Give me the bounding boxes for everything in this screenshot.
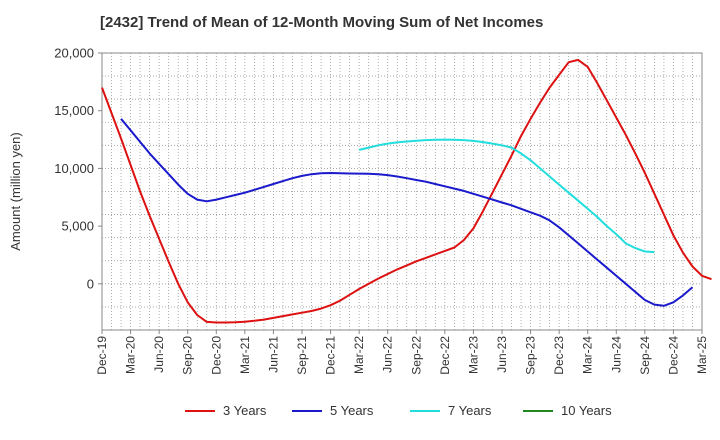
series-line-1 — [101, 58, 712, 324]
x-tick-label: Dec-24 — [666, 336, 680, 375]
x-tick-label: Dec-23 — [552, 336, 566, 375]
x-tick-label: Jun-21 — [266, 336, 280, 373]
x-tick-label: Jun-22 — [381, 336, 395, 373]
y-tick-label: 20,000 — [54, 46, 94, 61]
x-tick-label: Sep-23 — [524, 336, 538, 375]
x-tick-label: Mar-24 — [581, 336, 595, 374]
x-tick-label: Sep-20 — [181, 336, 195, 375]
x-tick-label: Jun-23 — [495, 336, 509, 373]
y-tick-label: 10,000 — [54, 161, 94, 176]
x-tick-label: Dec-21 — [324, 336, 338, 375]
legend: 3 Years 5 Years 7 Years 10 Years — [185, 403, 612, 418]
x-tick-label: Dec-20 — [209, 336, 223, 375]
y-tick-label: 15,000 — [54, 103, 94, 118]
chart-title: [2432] Trend of Mean of 12-Month Moving … — [100, 14, 544, 31]
grid — [102, 53, 702, 330]
x-tick-label: Dec-22 — [438, 336, 452, 375]
x-tick-label: Mar-23 — [466, 336, 480, 374]
x-tick-label: Sep-24 — [638, 336, 652, 375]
x-tick-label: Jun-24 — [609, 336, 623, 373]
x-tick-label: Mar-22 — [352, 336, 366, 374]
x-tick-label: Dec-19 — [95, 336, 109, 375]
y-axis-label: Amount (million yen) — [8, 132, 23, 251]
legend-label: 7 Years — [448, 403, 492, 418]
legend-label: 5 Years — [330, 403, 374, 418]
x-tick-label: Sep-22 — [409, 336, 423, 375]
x-tick-label: Mar-20 — [124, 336, 138, 374]
y-tick-label: 0 — [87, 276, 94, 291]
series-line-3 — [358, 138, 655, 254]
x-tick-label: Sep-21 — [295, 336, 309, 375]
x-tick-label: Jun-20 — [152, 336, 166, 373]
x-axis-ticks: Dec-19 Mar-20 Jun-20 Sep-20 Dec-20 Mar-21 Jun-… — [95, 330, 709, 375]
legend-label: 10 Years — [561, 403, 612, 418]
plot-area — [101, 52, 703, 331]
legend-label: 3 Years — [223, 403, 267, 418]
x-tick-label: Mar-21 — [238, 336, 252, 374]
y-tick-label: 5,000 — [61, 219, 94, 234]
series-line-2 — [120, 118, 694, 307]
y-axis-ticks: 0 5,000 10,000 15,000 20,000 — [54, 46, 102, 291]
x-tick-label: Mar-25 — [695, 336, 709, 374]
series-lines — [101, 58, 712, 324]
